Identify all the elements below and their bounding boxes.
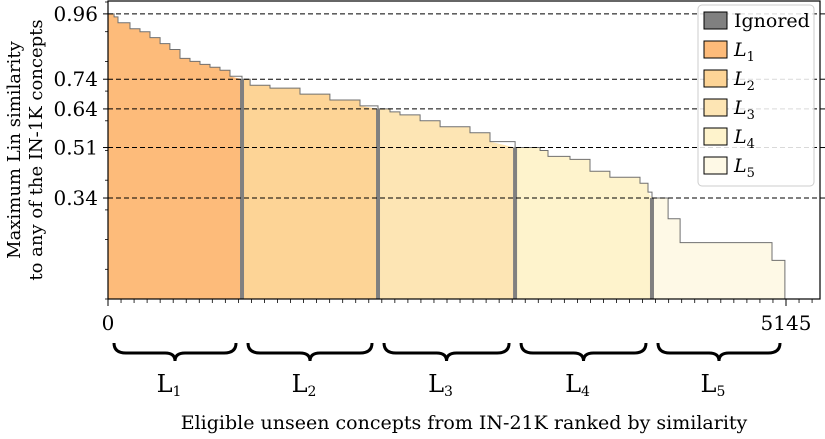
brace-l1	[112, 342, 238, 362]
level-brackets: L1 L2 L3 L4 L5	[112, 342, 782, 400]
similarity-curve	[108, 13, 786, 299]
legend-swatch	[703, 156, 728, 175]
bracket-label: L1	[157, 370, 182, 400]
y-tick-label: 0.64	[53, 97, 98, 121]
y-tick-label: 0.34	[53, 186, 98, 210]
y-tick-label: 0.51	[53, 136, 98, 160]
area-l3	[378, 108, 516, 300]
legend-label: Ignored	[734, 10, 810, 32]
y-tick-label: 0.96	[53, 2, 98, 26]
bracket-label: L4	[565, 370, 590, 400]
x-tick-label: 0	[102, 311, 115, 335]
legend-swatch	[703, 127, 728, 146]
bracket-label: L3	[428, 370, 453, 400]
legend-swatch	[703, 40, 728, 59]
y-axis-label-line: Maximum Lin similarity	[4, 40, 25, 258]
area-l2	[242, 79, 379, 299]
ignored-boundaries	[240, 79, 654, 299]
area-l1	[108, 13, 243, 300]
brace-l2	[246, 342, 374, 362]
y-axis-label-line: to any of the IN-1K concepts	[26, 19, 47, 280]
legend-swatch	[703, 98, 728, 117]
legend-swatch	[703, 11, 728, 30]
brace-l5	[656, 342, 782, 362]
legend-swatch	[703, 69, 728, 88]
plot-frame	[107, 0, 821, 300]
y-axis-label: Maximum Lin similarity to any of the IN-1…	[4, 19, 47, 280]
x-axis-label: Eligible unseen concepts from IN-21K ran…	[181, 412, 748, 434]
x-axis-ticks: 0 5145	[102, 299, 813, 335]
area-l5	[651, 198, 786, 299]
level-areas	[108, 13, 786, 300]
y-axis-ticks: 0.96 0.74 0.64 0.51 0.34	[53, 1, 825, 300]
y-tick-label: 0.74	[53, 67, 98, 91]
brace-l4	[519, 342, 648, 362]
x-tick-label: 5145	[761, 311, 812, 335]
bracket-label: L5	[701, 370, 726, 400]
brace-l3	[382, 342, 511, 362]
area-l4	[515, 147, 652, 299]
bracket-label: L2	[292, 370, 317, 400]
